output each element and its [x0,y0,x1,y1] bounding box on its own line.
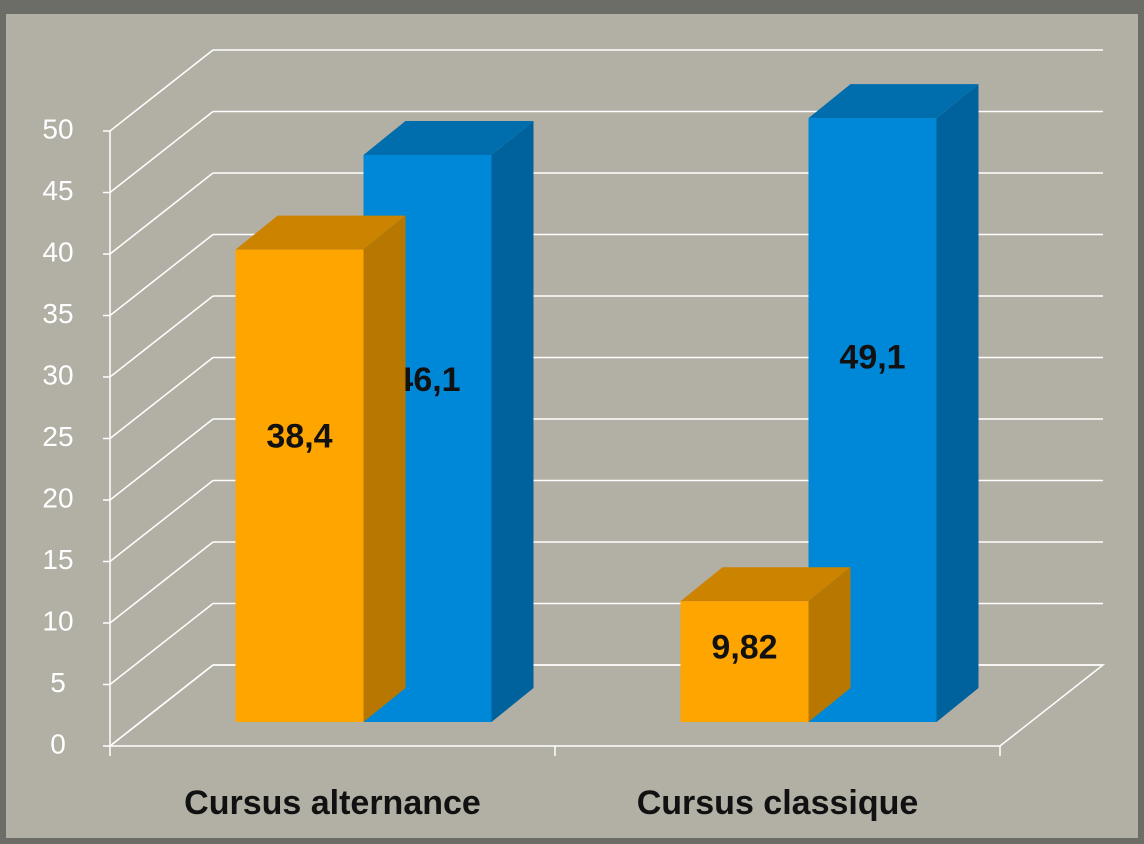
value-label: 38,4 [266,418,332,456]
grid-line [109,356,214,440]
y-tick-label: 40 [42,236,73,267]
bar-top [235,215,406,250]
bar-top [808,84,979,119]
bar-side [808,567,851,722]
x-tick-label: Cursus alternance [184,784,481,822]
value-label: 9,82 [711,629,777,667]
grid-line [109,110,214,194]
y-tick-label: 25 [42,421,73,452]
grid-line [109,602,214,686]
grid-line [109,479,214,563]
value-label: 49,1 [839,339,905,377]
y-tick-label: 35 [42,298,73,329]
grid-line [109,418,214,501]
bar-side [491,120,534,723]
y-tick-label: 45 [42,175,73,206]
y-tick-label: 5 [50,667,66,698]
grid-line [109,49,214,132]
bar-top [363,120,534,155]
bar-side [363,215,406,722]
bar [680,601,809,722]
y-tick-label: 10 [42,605,73,636]
x-tick-label: Cursus classique [637,784,919,822]
grid-line [109,172,214,255]
y-tick-label: 15 [42,544,73,575]
y-tick-label: 50 [42,113,73,144]
grid-line [109,541,214,624]
y-tick-label: 20 [42,482,73,513]
bar-side [936,84,979,722]
grid-line [109,664,214,747]
bar-top [680,567,851,602]
y-tick-label: 30 [42,359,73,390]
grid-line [109,233,214,317]
y-tick-label: 0 [50,728,66,759]
grid-line [109,295,214,378]
bar [235,249,364,722]
